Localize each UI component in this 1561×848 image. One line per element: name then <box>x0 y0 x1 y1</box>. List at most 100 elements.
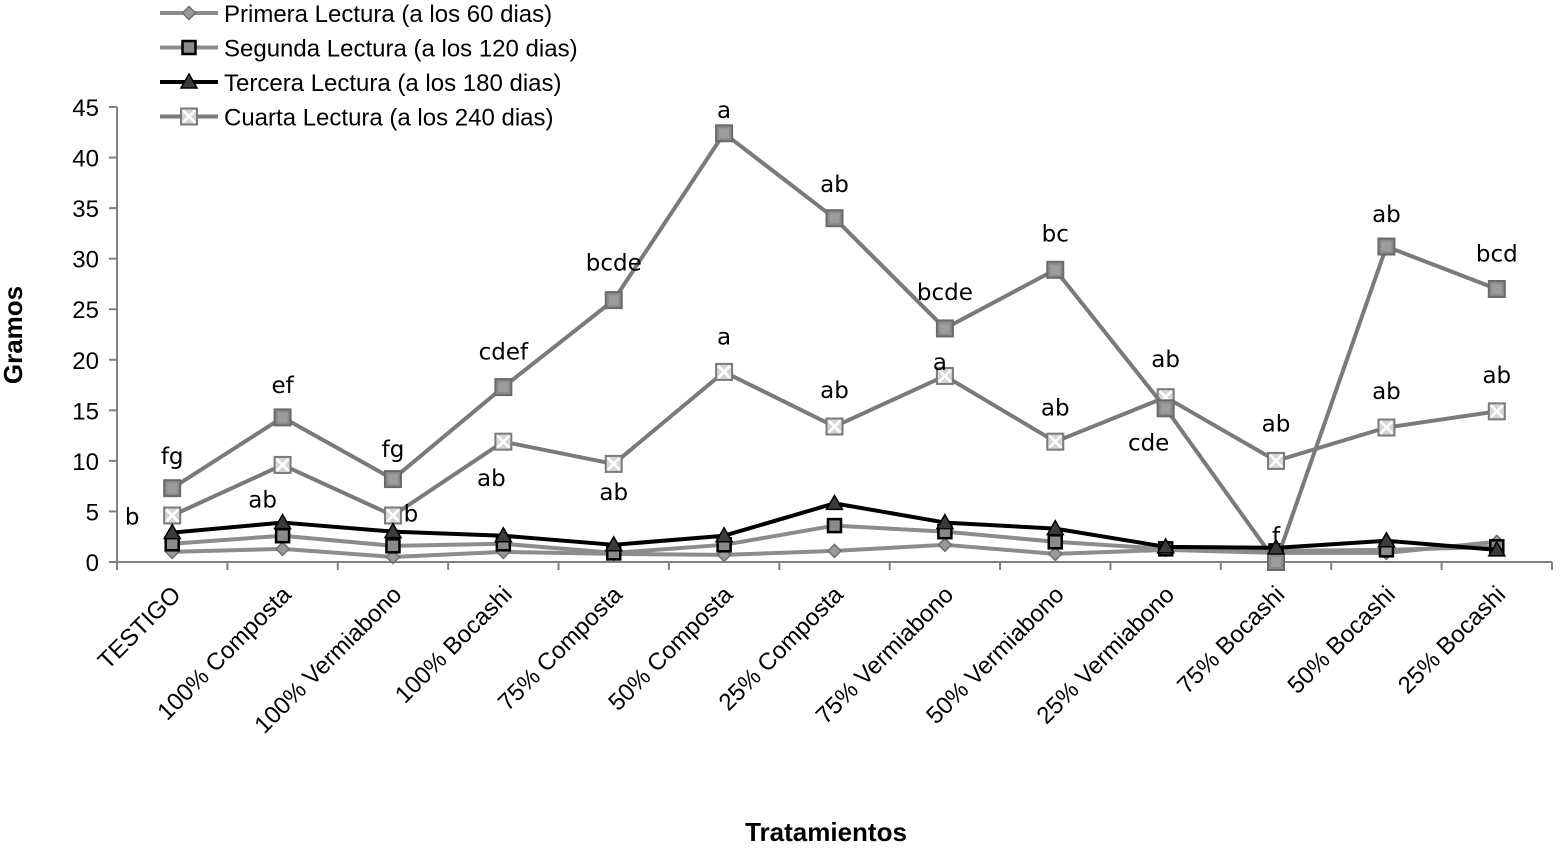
data-point <box>383 522 403 539</box>
y-tick-label: 15 <box>72 398 99 425</box>
significance-label: cde <box>1128 431 1169 457</box>
data-point <box>825 493 844 511</box>
significance-label: ab <box>599 480 628 506</box>
legend-label: Segunda Lectura (a los 120 dias) <box>224 36 578 63</box>
significance-label: fg <box>382 437 405 463</box>
y-tick-label: 40 <box>72 146 99 173</box>
significance-label: ab <box>1262 411 1291 437</box>
data-point <box>826 517 843 534</box>
significance-label: ab <box>1482 363 1511 389</box>
data-point <box>1487 402 1506 421</box>
significance-label: b <box>125 505 140 531</box>
data-point <box>935 366 954 385</box>
data-point <box>273 455 292 474</box>
legend-marker <box>181 5 197 21</box>
significance-label: bcde <box>586 251 642 277</box>
data-point <box>385 538 401 554</box>
data-point <box>1267 451 1286 470</box>
data-point <box>715 362 734 381</box>
series-3 <box>162 493 1507 557</box>
y-tick-label: 35 <box>72 196 99 223</box>
data-point <box>1377 418 1396 437</box>
legend-entry: Tercera Lectura (a los 180 dias) <box>160 70 562 97</box>
annotations: fgbefabfgbcdefabbcdeabaaababbcdeabcababc… <box>125 98 1518 550</box>
data-point <box>385 549 401 565</box>
data-point <box>494 432 513 451</box>
data-point <box>1046 432 1065 451</box>
y-axis-title: Gramos <box>0 286 28 384</box>
data-point <box>714 526 734 543</box>
significance-label: a <box>717 325 731 351</box>
significance-label: a <box>933 350 947 376</box>
significance-label: b <box>404 501 419 527</box>
y-tick-label: 20 <box>72 348 99 375</box>
legend-marker <box>180 107 198 126</box>
x-tick-label: 75% Bocashi <box>1172 581 1290 699</box>
significance-label: ab <box>820 172 849 198</box>
data-point <box>494 378 513 397</box>
data-point <box>1266 538 1286 555</box>
significance-label: f <box>1272 524 1281 550</box>
data-point <box>1047 546 1063 562</box>
significance-label: ab <box>477 466 506 492</box>
data-point <box>162 523 182 540</box>
data-point <box>1156 537 1175 554</box>
data-point <box>273 513 292 530</box>
x-tick-label: 50% Bocashi <box>1283 581 1401 699</box>
legend-label: Cuarta Lectura (a los 240 dias) <box>224 105 554 132</box>
legend-label: Primera Lectura (a los 60 dias) <box>224 1 552 28</box>
y-tick-label: 45 <box>72 95 99 122</box>
x-axis-title: Tratamientos <box>745 817 907 847</box>
significance-label: bcde <box>917 280 973 306</box>
data-point <box>1156 399 1175 418</box>
data-point <box>825 209 844 228</box>
legend-marker <box>179 72 199 89</box>
significance-label: fg <box>161 444 184 470</box>
data-point <box>604 291 623 310</box>
series-4 <box>163 362 1506 525</box>
data-point <box>274 527 291 544</box>
data-point <box>1046 260 1065 279</box>
legend-label: Tercera Lectura (a los 180 dias) <box>224 70 562 97</box>
data-point <box>273 408 292 427</box>
data-point <box>1267 553 1286 571</box>
significance-label: ab <box>1372 379 1401 405</box>
data-point <box>604 535 624 552</box>
y-tick-label: 25 <box>72 297 99 324</box>
data-point <box>163 479 182 498</box>
legend-marker <box>181 39 197 56</box>
significance-label: ab <box>1372 202 1401 228</box>
data-point <box>383 506 402 525</box>
x-tick-label: 25% Bocashi <box>1393 581 1511 699</box>
x-tick-label: 100% Bocashi <box>390 581 518 709</box>
legend-entry: Segunda Lectura (a los 120 dias) <box>160 36 578 63</box>
y-tick-label: 30 <box>72 247 99 274</box>
data-point <box>1377 531 1396 548</box>
significance-label: ab <box>820 378 849 404</box>
data-point <box>1377 237 1396 256</box>
legend-entry: Cuarta Lectura (a los 240 dias) <box>160 105 554 132</box>
data-point <box>1487 540 1507 557</box>
legend: Primera Lectura (a los 60 dias) Segunda L… <box>160 1 578 132</box>
significance-label: ab <box>1041 395 1070 421</box>
significance-label: ef <box>271 373 294 399</box>
significance-label: ab <box>248 487 277 513</box>
data-point <box>935 319 954 338</box>
y-tick-label: 0 <box>86 550 99 577</box>
significance-label: bcd <box>1476 242 1518 268</box>
significance-label: bc <box>1042 221 1069 247</box>
data-point <box>1047 534 1064 550</box>
data-point <box>494 526 513 543</box>
data-point <box>383 470 402 489</box>
x-tick-label: TESTIGO <box>93 581 187 675</box>
data-point <box>826 543 843 559</box>
significance-label: ab <box>1151 347 1180 373</box>
legend-entry: Primera Lectura (a los 60 dias) <box>160 1 552 28</box>
significance-label: cdef <box>479 340 529 366</box>
data-point <box>275 541 291 557</box>
data-point <box>1487 280 1506 298</box>
data-point <box>163 506 182 525</box>
data-point <box>715 124 734 143</box>
data-point <box>937 537 953 553</box>
